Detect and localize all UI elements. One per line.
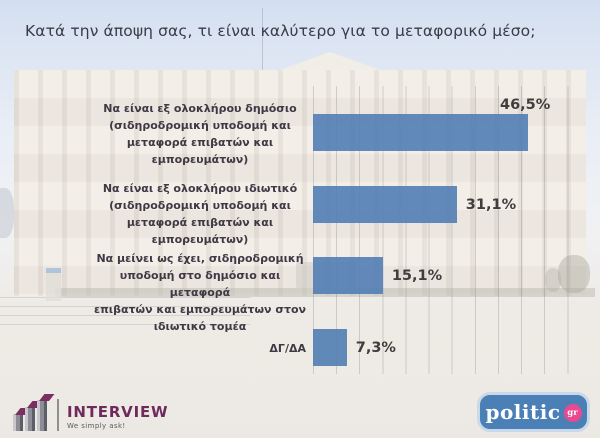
bar: [313, 114, 528, 151]
category-label: Να είναι εξ ολοκλήρου ιδιωτικό (σιδηροδρ…: [102, 182, 298, 246]
category-label: Να είναι εξ ολοκλήρου δημόσιο (σιδηροδρο…: [103, 102, 297, 166]
chart-title: Κατά την άποψη σας, τι είναι καλύτερο γι…: [25, 22, 536, 40]
politic-logo-text: politic: [485, 400, 561, 424]
interview-logo-tagline: We simply ask!: [67, 422, 126, 430]
building-pediment: [274, 52, 386, 72]
tree: [0, 188, 14, 238]
logo-divider: [57, 399, 59, 431]
politic-gr-badge: gr: [563, 404, 582, 422]
bar: [313, 257, 383, 294]
category-label: Να μείνει ως έχει, σιδηροδρομική υποδομή…: [93, 252, 307, 333]
category-label: ΔΓ/ΔΑ: [269, 342, 306, 355]
politic-logo: politic gr: [477, 392, 590, 432]
guard-booth: [46, 268, 61, 301]
value-label: 15,1%: [391, 268, 443, 284]
interview-logo-name: INTERVIEW: [67, 403, 169, 421]
value-label: 7,3%: [355, 340, 396, 356]
value-label: 46,5%: [500, 97, 551, 113]
bar: [313, 186, 457, 223]
interview-logo: INTERVIEW We simply ask!: [13, 391, 168, 433]
bar: [313, 329, 347, 366]
value-label: 31,1%: [465, 197, 517, 213]
interview-bars-icon: [13, 397, 49, 431]
